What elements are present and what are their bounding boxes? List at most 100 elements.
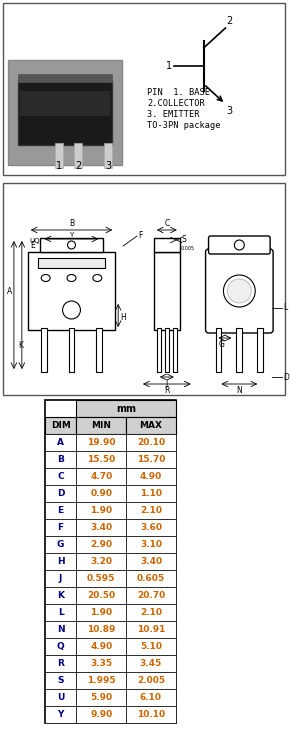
Bar — [77, 468, 126, 485]
Bar — [126, 570, 176, 587]
Bar — [45, 519, 77, 536]
Text: 20.10: 20.10 — [137, 438, 165, 447]
Bar — [77, 485, 126, 502]
Bar — [126, 621, 176, 638]
Text: H: H — [120, 313, 126, 322]
Bar — [45, 468, 77, 485]
Bar — [20, 91, 110, 116]
Text: 3.35: 3.35 — [90, 659, 112, 668]
Text: 0.005: 0.005 — [181, 245, 195, 251]
Text: U: U — [57, 693, 64, 702]
Text: L: L — [283, 304, 287, 313]
Text: 2.90: 2.90 — [90, 540, 112, 549]
Bar — [77, 706, 126, 723]
Text: 5.10: 5.10 — [140, 642, 162, 651]
Bar — [45, 638, 77, 655]
Text: 15.70: 15.70 — [137, 455, 165, 464]
Bar — [126, 638, 176, 655]
Bar — [77, 570, 126, 587]
Bar — [126, 451, 176, 468]
Text: 3. EMITTER: 3. EMITTER — [147, 110, 200, 119]
Circle shape — [224, 275, 255, 307]
Text: L: L — [58, 608, 64, 617]
Bar — [45, 434, 77, 451]
Text: D: D — [283, 372, 289, 381]
Bar — [45, 621, 77, 638]
Bar — [77, 434, 126, 451]
Text: F: F — [138, 231, 142, 240]
Bar — [257, 328, 263, 372]
Bar — [45, 706, 77, 723]
Text: J: J — [166, 379, 168, 388]
Text: N: N — [236, 386, 242, 395]
Text: 3.20: 3.20 — [90, 557, 112, 566]
Text: 1.90: 1.90 — [90, 506, 112, 515]
Bar — [236, 328, 242, 372]
Text: K: K — [18, 340, 23, 349]
Bar — [45, 570, 77, 587]
Bar — [77, 587, 126, 604]
Bar — [28, 252, 115, 330]
Bar — [41, 328, 47, 372]
Text: S: S — [182, 236, 186, 245]
Text: G: G — [57, 540, 64, 549]
Text: 3: 3 — [226, 106, 233, 116]
Text: F: F — [57, 523, 64, 532]
Text: UQ: UQ — [30, 238, 40, 244]
Text: A: A — [57, 438, 64, 447]
Bar — [40, 238, 103, 252]
Bar — [104, 143, 112, 168]
Bar — [77, 672, 126, 689]
Text: 0.90: 0.90 — [90, 489, 112, 498]
Text: 4.90: 4.90 — [140, 472, 162, 481]
Text: 20.70: 20.70 — [137, 591, 165, 600]
Bar — [154, 238, 180, 252]
Text: 3.45: 3.45 — [140, 659, 162, 668]
Text: 3.10: 3.10 — [140, 540, 162, 549]
Text: 2: 2 — [226, 16, 233, 26]
Text: Y: Y — [69, 232, 74, 238]
Text: Q: Q — [57, 642, 64, 651]
Bar — [126, 502, 176, 519]
Text: 1: 1 — [55, 161, 62, 171]
Text: D: D — [57, 489, 64, 498]
Text: 2.005: 2.005 — [137, 676, 165, 685]
Text: 10.89: 10.89 — [87, 625, 115, 634]
Text: PIN  1. BASE: PIN 1. BASE — [147, 88, 210, 97]
Bar — [77, 621, 126, 638]
Text: 3.40: 3.40 — [90, 523, 112, 532]
Text: DIM: DIM — [51, 421, 70, 430]
Bar — [173, 328, 177, 372]
Text: H: H — [57, 557, 64, 566]
Text: 2.10: 2.10 — [140, 506, 162, 515]
Bar — [165, 328, 169, 372]
Bar — [157, 328, 161, 372]
Bar — [77, 400, 176, 417]
Text: 4.70: 4.70 — [90, 472, 113, 481]
Text: S: S — [57, 676, 64, 685]
Bar — [45, 604, 77, 621]
Ellipse shape — [67, 275, 76, 281]
Text: 5.90: 5.90 — [90, 693, 112, 702]
Circle shape — [68, 241, 75, 249]
Bar — [77, 553, 126, 570]
Text: 10.91: 10.91 — [137, 625, 165, 634]
Bar — [3, 183, 285, 395]
Text: 20.50: 20.50 — [87, 591, 115, 600]
Bar — [215, 328, 222, 372]
Bar — [45, 655, 77, 672]
Bar — [126, 434, 176, 451]
Bar — [126, 587, 176, 604]
Bar — [126, 706, 176, 723]
Text: 2: 2 — [75, 161, 81, 171]
Bar — [45, 485, 77, 502]
Text: MAX: MAX — [139, 421, 162, 430]
Bar — [77, 417, 126, 434]
Text: J: J — [59, 574, 62, 583]
Bar — [45, 417, 77, 434]
Text: 3.40: 3.40 — [140, 557, 162, 566]
Bar — [18, 80, 112, 145]
Bar — [126, 604, 176, 621]
Text: R: R — [57, 659, 64, 668]
Text: E: E — [30, 241, 35, 250]
